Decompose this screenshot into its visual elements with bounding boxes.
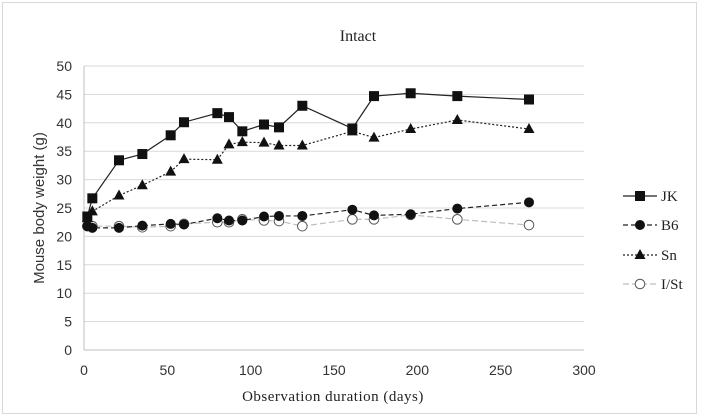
data-point-b6 xyxy=(452,203,463,214)
data-point-jk xyxy=(82,211,93,222)
x-tick-label: 0 xyxy=(80,362,88,378)
x-tick-label: 100 xyxy=(239,362,263,378)
data-point-i-st xyxy=(523,219,535,231)
y-tick-label: 5 xyxy=(64,314,72,330)
data-point-jk xyxy=(452,91,463,102)
legend-label-b6: B6 xyxy=(661,218,679,234)
data-point-b6 xyxy=(87,222,98,233)
data-point-b6 xyxy=(237,215,248,226)
series-i-st xyxy=(82,209,535,233)
data-point-b6 xyxy=(224,215,234,226)
series-line-b6 xyxy=(87,201,530,229)
series-jk xyxy=(82,88,534,222)
data-point-b6 xyxy=(165,218,176,229)
data-point-jk xyxy=(137,149,148,160)
data-point-i-st xyxy=(297,220,308,232)
data-point-sn xyxy=(368,131,380,142)
data-point-jk xyxy=(224,112,234,123)
data-point-sn xyxy=(165,165,177,176)
data-point-sn xyxy=(223,138,235,149)
x-tick-label: 300 xyxy=(572,362,596,378)
data-point-sn xyxy=(113,189,125,200)
data-point-sn xyxy=(211,153,223,164)
data-point-jk xyxy=(212,108,223,119)
data-point-b6 xyxy=(179,219,189,230)
y-tick-label: 20 xyxy=(56,228,72,244)
data-point-b6 xyxy=(297,210,308,221)
data-point-i-st xyxy=(452,214,463,225)
data-point-sn xyxy=(136,179,148,190)
y-tick-label: 35 xyxy=(56,143,72,159)
legend-label-sn: Sn xyxy=(661,248,677,264)
data-point-jk xyxy=(87,193,98,204)
gridlines xyxy=(84,65,584,323)
data-point-b6 xyxy=(212,213,223,224)
x-tick-label: 200 xyxy=(406,362,430,378)
y-tick-label: 40 xyxy=(56,115,72,131)
series-b6 xyxy=(82,197,534,233)
legend-marker-i-st xyxy=(634,278,646,290)
data-point-sn xyxy=(236,136,248,147)
x-tick-label: 250 xyxy=(489,362,513,378)
data-point-jk xyxy=(405,88,416,99)
data-point-b6 xyxy=(405,209,416,220)
data-point-jk xyxy=(165,130,176,141)
series-sn xyxy=(81,113,535,223)
y-axis-label: Mouse body weight (g) xyxy=(31,132,48,284)
data-point-sn xyxy=(405,123,417,134)
legend-label-i-st: I/St xyxy=(661,277,684,293)
y-tick-label: 25 xyxy=(56,200,72,216)
x-tick-label: 50 xyxy=(160,362,176,378)
data-point-b6 xyxy=(347,204,358,215)
data-point-sn xyxy=(296,139,308,150)
chart-title: Intact xyxy=(340,28,377,45)
data-point-jk xyxy=(237,126,248,137)
legend-marker-b6 xyxy=(635,220,645,230)
legend-marker-sn xyxy=(634,249,646,259)
data-point-b6 xyxy=(369,210,379,221)
y-tick-label: 15 xyxy=(56,257,72,273)
series-layer xyxy=(81,88,535,233)
data-point-jk xyxy=(274,122,284,133)
data-point-jk xyxy=(347,123,358,134)
y-tick-label: 30 xyxy=(56,172,72,188)
data-point-i-st xyxy=(347,214,358,225)
legend-marker-jk xyxy=(635,191,645,201)
data-point-b6 xyxy=(274,210,284,221)
data-point-jk xyxy=(369,91,379,102)
data-point-jk xyxy=(297,100,308,111)
data-point-sn xyxy=(523,123,535,134)
legend-label-jk: JK xyxy=(661,189,678,205)
data-point-b6 xyxy=(137,220,148,231)
data-point-b6 xyxy=(259,211,269,222)
series-line-sn xyxy=(86,119,530,219)
axes: 0 5 10 15 20 25 30 35 40 45 50 0 50 100 150 200 250 300 xyxy=(56,58,595,378)
y-tick-label: 50 xyxy=(56,58,72,74)
data-point-sn xyxy=(258,136,270,147)
data-point-b6 xyxy=(524,197,534,208)
y-tick-label: 0 xyxy=(64,342,72,358)
data-point-sn xyxy=(178,153,190,164)
data-point-b6 xyxy=(114,222,124,233)
data-point-jk xyxy=(524,94,534,105)
data-point-jk xyxy=(259,119,269,130)
data-point-sn xyxy=(451,113,463,124)
data-point-jk xyxy=(114,155,124,166)
x-tick-label: 150 xyxy=(322,362,346,378)
y-tick-label: 10 xyxy=(56,285,72,301)
x-axis-label: Observation duration (days) xyxy=(242,389,424,405)
series-line-jk xyxy=(86,92,530,217)
data-point-jk xyxy=(179,117,189,128)
y-tick-label: 45 xyxy=(56,86,72,102)
legend: JK B6 Sn I/St xyxy=(623,189,684,293)
data-point-sn xyxy=(273,139,285,150)
